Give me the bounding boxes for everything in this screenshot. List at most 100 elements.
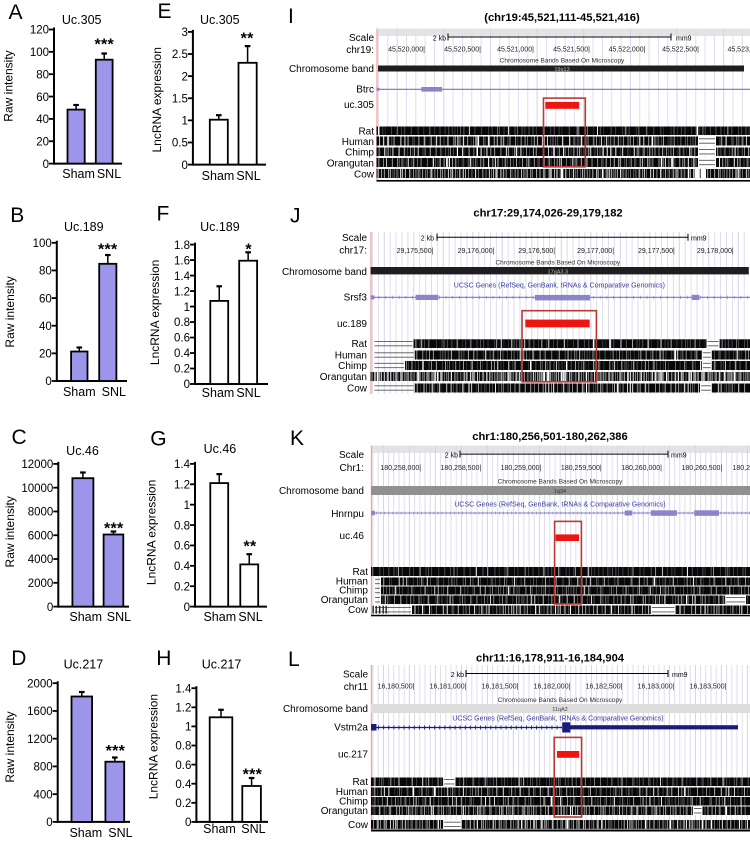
- svg-text:20: 20: [39, 349, 52, 361]
- svg-text:chr17:29,174,026-29,179,182: chr17:29,174,026-29,179,182: [473, 208, 622, 220]
- svg-text:Chromosome Bands Based On Micr: Chromosome Bands Based On Microscopy: [495, 260, 620, 267]
- svg-text:0: 0: [45, 376, 51, 388]
- svg-text:0.5: 0.5: [172, 138, 188, 150]
- svg-text:120: 120: [30, 25, 49, 37]
- svg-text:**: **: [241, 31, 255, 48]
- svg-text:Chromosome band: Chromosome band: [283, 704, 368, 715]
- svg-text:**: **: [243, 539, 257, 556]
- svg-text:17qA3.3: 17qA3.3: [548, 269, 569, 275]
- svg-text:Rat: Rat: [352, 777, 368, 788]
- svg-text:45,520,000|: 45,520,000|: [388, 47, 425, 54]
- svg-text:180,258,000|: 180,258,000|: [380, 465, 421, 472]
- svg-text:0.2: 0.2: [174, 581, 190, 593]
- svg-text:*: *: [245, 242, 252, 259]
- svg-text:1: 1: [181, 116, 187, 128]
- svg-text:***: ***: [98, 242, 118, 259]
- svg-text:A: A: [9, 1, 23, 24]
- svg-text:Sham: Sham: [203, 610, 236, 624]
- svg-text:0: 0: [184, 379, 190, 391]
- svg-text:B: B: [10, 204, 24, 227]
- svg-text:0.4: 0.4: [174, 348, 191, 360]
- svg-text:LncRNA expression: LncRNA expression: [150, 47, 164, 152]
- svg-text:1: 1: [184, 500, 190, 512]
- svg-text:60: 60: [36, 92, 49, 104]
- svg-text:2 kb: 2 kb: [451, 672, 464, 679]
- svg-text:16,181,500|: 16,181,500|: [482, 684, 519, 691]
- svg-text:Rat: Rat: [351, 339, 367, 350]
- svg-text:0.6: 0.6: [175, 760, 191, 772]
- svg-text:Chr1:: Chr1:: [340, 463, 364, 474]
- svg-text:29,176,000|: 29,176,000|: [458, 248, 495, 255]
- svg-text:0: 0: [181, 160, 187, 172]
- svg-text:mm9: mm9: [691, 236, 707, 243]
- svg-text:1.4: 1.4: [174, 459, 191, 471]
- svg-text:***: ***: [243, 767, 263, 784]
- svg-text:2: 2: [181, 71, 187, 83]
- svg-text:Rat: Rat: [352, 567, 368, 578]
- svg-text:0: 0: [43, 159, 49, 171]
- svg-text:2000: 2000: [27, 678, 53, 690]
- svg-text:SNL: SNL: [241, 822, 265, 836]
- svg-text:Uc.46: Uc.46: [204, 442, 237, 456]
- svg-text:chr19:: chr19:: [346, 45, 374, 56]
- svg-text:Rat: Rat: [358, 127, 374, 138]
- svg-text:0: 0: [46, 817, 52, 829]
- svg-text:F: F: [157, 202, 170, 225]
- svg-text:45,522,500|: 45,522,500|: [662, 47, 699, 54]
- svg-text:3: 3: [181, 27, 187, 39]
- svg-text:Raw intensity: Raw intensity: [3, 276, 17, 347]
- svg-text:UCSC Genes (RefSeq, GenBank, t: UCSC Genes (RefSeq, GenBank, tRNAs & Com…: [452, 716, 663, 723]
- svg-text:8000: 8000: [28, 507, 54, 519]
- svg-text:chr17:: chr17:: [339, 246, 367, 257]
- svg-text:***: ***: [104, 521, 124, 538]
- svg-text:Hnrnpu: Hnrnpu: [331, 509, 364, 520]
- svg-text:J: J: [290, 204, 301, 227]
- svg-text:45,520,500|: 45,520,500|: [444, 47, 481, 54]
- svg-text:Human: Human: [336, 577, 368, 588]
- svg-text:LncRNA expression: LncRNA expression: [148, 260, 162, 365]
- svg-text:0.8: 0.8: [175, 741, 191, 753]
- svg-text:Chimp: Chimp: [345, 148, 374, 159]
- svg-text:Chromosome band: Chromosome band: [289, 64, 374, 75]
- svg-text:Raw intensity: Raw intensity: [3, 496, 17, 567]
- svg-text:1200: 1200: [27, 734, 53, 746]
- svg-text:SNL: SNL: [102, 385, 126, 399]
- svg-text:1.2: 1.2: [175, 703, 191, 715]
- svg-text:20: 20: [36, 136, 49, 148]
- svg-text:1: 1: [184, 302, 190, 314]
- svg-text:C: C: [12, 426, 27, 449]
- svg-text:0.4: 0.4: [175, 779, 192, 791]
- svg-text:Sham: Sham: [62, 167, 95, 181]
- svg-text:mm9: mm9: [676, 36, 692, 43]
- svg-text:Chimp: Chimp: [339, 586, 368, 597]
- svg-text:10000: 10000: [21, 483, 53, 495]
- svg-text:***: ***: [95, 37, 115, 54]
- svg-text:180,260,500|: 180,260,500|: [682, 465, 723, 472]
- svg-text:H: H: [156, 647, 171, 670]
- svg-text:SNL: SNL: [97, 167, 121, 181]
- svg-text:K: K: [290, 427, 304, 450]
- svg-text:Scale: Scale: [342, 233, 367, 244]
- svg-text:Btrc: Btrc: [356, 85, 374, 96]
- svg-text:1: 1: [185, 722, 191, 734]
- svg-text:Orangutan: Orangutan: [321, 595, 368, 606]
- svg-text:Chimp: Chimp: [338, 361, 367, 372]
- svg-text:1.4: 1.4: [175, 683, 192, 695]
- svg-text:Sham: Sham: [63, 385, 96, 399]
- svg-text:6000: 6000: [28, 530, 54, 542]
- svg-text:16,183,500|: 16,183,500|: [690, 684, 727, 691]
- svg-text:180,261,|: 180,261,|: [732, 465, 750, 472]
- svg-text:0.2: 0.2: [174, 364, 190, 376]
- svg-text:180,259,000|: 180,259,000|: [501, 465, 542, 472]
- svg-text:mm9: mm9: [672, 672, 688, 679]
- svg-text:80: 80: [36, 69, 49, 81]
- svg-text:Sham: Sham: [202, 386, 235, 400]
- svg-text:1.4: 1.4: [174, 271, 191, 283]
- svg-text:0: 0: [185, 817, 191, 829]
- svg-text:chr11:16,178,911-16,184,904: chr11:16,178,911-16,184,904: [476, 653, 625, 665]
- svg-text:Human: Human: [335, 351, 367, 362]
- svg-text:4000: 4000: [28, 554, 54, 566]
- svg-text:100: 100: [33, 238, 52, 250]
- svg-text:1.2: 1.2: [174, 286, 190, 298]
- svg-text:SNL: SNL: [238, 610, 262, 624]
